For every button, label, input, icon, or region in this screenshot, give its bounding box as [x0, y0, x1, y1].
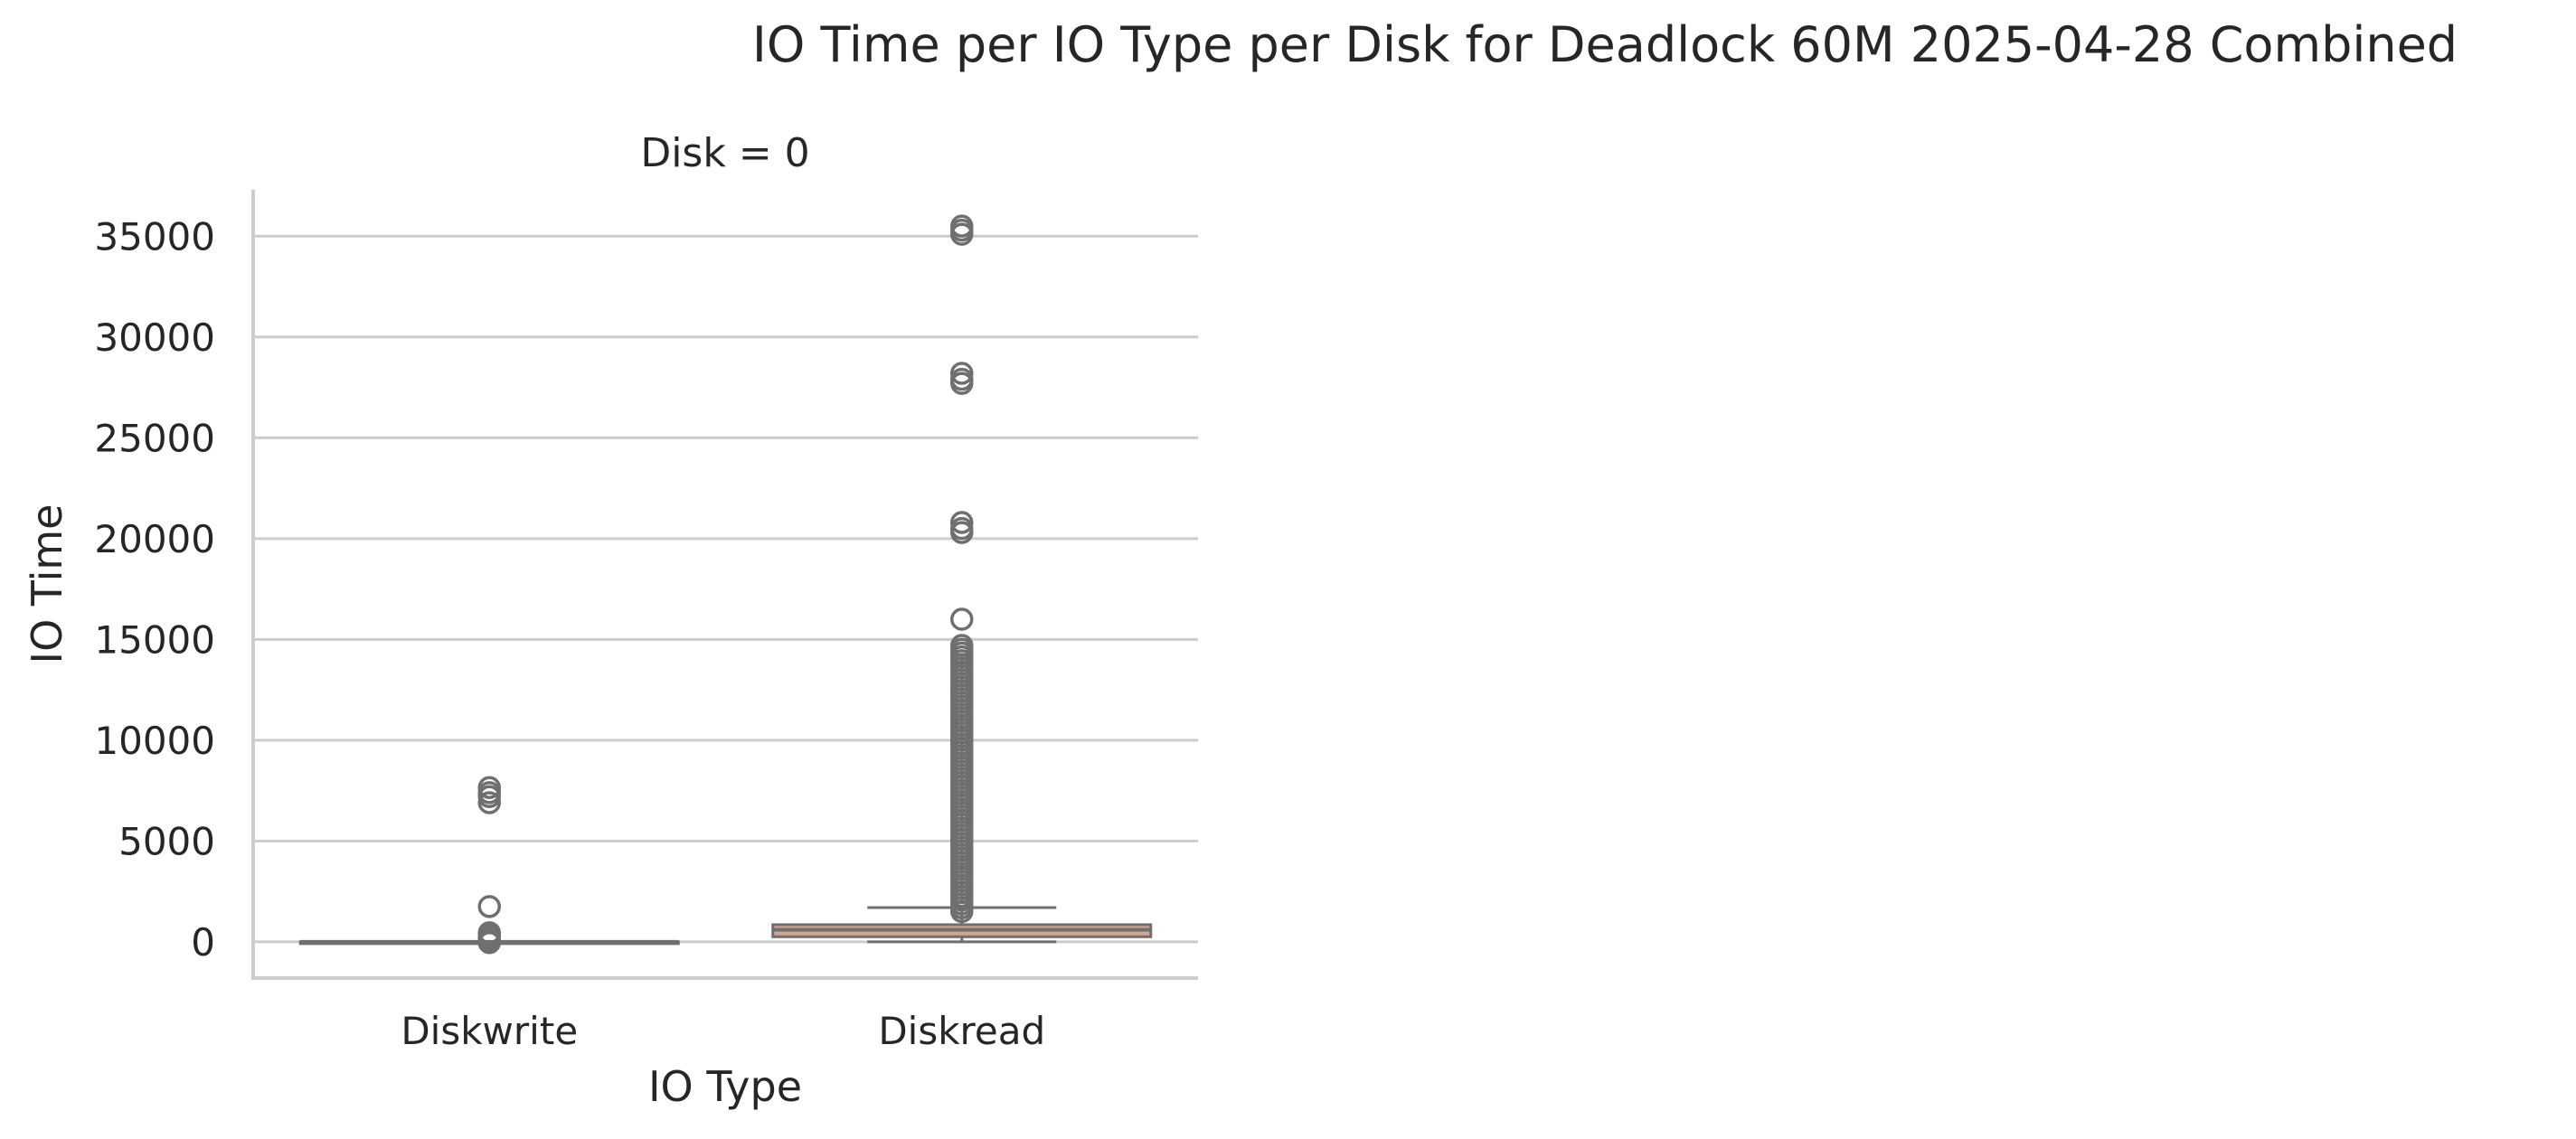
outlier-point	[477, 776, 501, 799]
y-tick-label: 25000	[94, 416, 215, 460]
y-tick-label: 0	[191, 920, 215, 965]
outlier-point	[950, 511, 974, 534]
outlier-point	[477, 791, 501, 814]
outlier-point	[477, 921, 501, 945]
outlier-point	[950, 634, 974, 657]
y-tick-label: 20000	[94, 517, 215, 561]
outlier-point	[950, 607, 974, 631]
y-tick-labels: 0 5000 10000 15000 20000 25000 30000 35000	[94, 214, 215, 965]
x-axis-label: IO Type	[648, 1062, 802, 1111]
outlier-point	[950, 516, 974, 541]
y-tick-label: 10000	[94, 719, 215, 763]
boxes	[298, 214, 1153, 955]
x-tick-labels: Diskwrite Diskread	[401, 1009, 1045, 1053]
y-axis-label: IO Time	[23, 504, 71, 664]
outlier-point	[950, 214, 974, 238]
y-tick-label: 5000	[118, 819, 215, 863]
y-tick-label: 15000	[94, 617, 215, 662]
y-tick-label: 30000	[94, 315, 215, 360]
outlier-point	[477, 895, 501, 918]
outlier-point	[950, 362, 974, 385]
facet-title: Disk = 0	[640, 130, 809, 176]
gridlines	[253, 234, 1198, 944]
x-tick-label: Diskread	[878, 1009, 1045, 1053]
y-tick-label: 35000	[94, 214, 215, 259]
chart-title: IO Time per IO Type per Disk for Deadloc…	[752, 16, 2458, 73]
outlier-point	[950, 367, 974, 391]
x-tick-label: Diskwrite	[401, 1009, 578, 1053]
